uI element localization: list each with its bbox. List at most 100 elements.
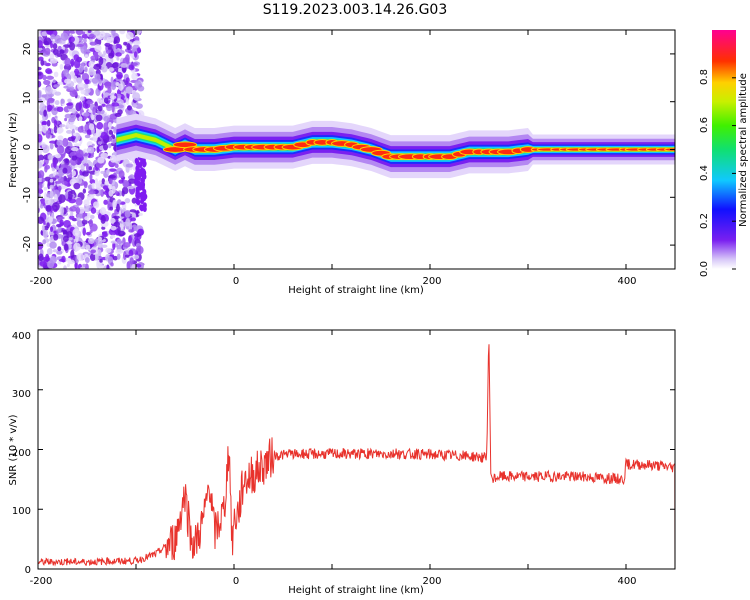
spectrogram-noise-blob xyxy=(71,146,79,152)
spectrogram-noise-blob xyxy=(100,215,106,224)
spectrogram-noise-blob xyxy=(69,215,75,220)
spectrogram-noise-blob xyxy=(67,259,75,265)
spectrogram-noise-blob xyxy=(74,262,78,269)
spectrogram-noise-blob xyxy=(68,243,72,249)
spectrogram-noise-blob xyxy=(38,146,43,156)
spectrogram-noise-blob xyxy=(46,75,54,80)
spectrogram-noise-blob xyxy=(97,141,103,145)
spectrogram-xlabel: Height of straight line (km) xyxy=(288,285,424,296)
spectrogram-noise-blob xyxy=(124,210,131,218)
spectrogram-noise-blob xyxy=(70,211,74,217)
spectrogram-noise-blob xyxy=(54,153,62,159)
spectrogram-noise-blob xyxy=(59,222,64,226)
snr-frame xyxy=(37,329,676,570)
spectrogram-noise-blob xyxy=(68,36,75,43)
spectrogram-noise-blob xyxy=(38,170,45,179)
spectrogram-noise-blob xyxy=(44,47,51,55)
spectrogram-noise-blob xyxy=(89,41,97,46)
spectrogram-ylabel: Frequency (Hz) xyxy=(8,112,19,188)
spectrogram-noise-blob xyxy=(112,241,116,251)
spectrogram-noise-blob xyxy=(72,228,80,237)
spectrogram-ytick: 20 xyxy=(22,43,33,56)
spectrogram-noise-blob xyxy=(84,257,90,264)
spectrogram-noise-blob xyxy=(103,115,110,122)
spectrogram-noise-blob xyxy=(122,242,131,248)
spectrogram-noise-blob xyxy=(54,100,60,106)
spectrogram-noise-blob xyxy=(114,43,123,50)
spectrogram-noise-blob xyxy=(57,216,65,220)
spectrogram-noise-blob xyxy=(119,30,126,35)
spectrogram-noise-blob xyxy=(131,264,137,269)
spectrogram-noise-blob xyxy=(76,252,85,261)
spectrogram-noise-blob xyxy=(57,246,62,252)
spectrogram-noise-blob xyxy=(125,31,134,40)
spectrogram-noise-blob xyxy=(86,88,91,94)
spectrogram-noise-blob xyxy=(108,129,113,135)
spectrogram-noise-blob xyxy=(104,180,110,186)
spectrogram-noise-blob xyxy=(53,194,58,203)
spectrogram-noise-blob xyxy=(80,44,88,54)
spectrogram-noise-blob xyxy=(87,237,95,245)
spectrogram-noise-blob xyxy=(56,139,64,147)
spectrogram-noise-blob xyxy=(61,73,65,79)
spectrogram-noise-blob xyxy=(99,264,105,269)
spectrogram-noise-blob xyxy=(49,226,54,232)
spectrogram-noise-blob xyxy=(62,137,69,147)
spectrogram-noise-blob xyxy=(110,240,117,244)
spectrogram-noise-blob xyxy=(78,116,83,122)
spectrogram-ytick: 0 xyxy=(22,144,33,150)
spectrogram-noise-blob xyxy=(75,113,80,118)
spectrogram-noise-blob xyxy=(135,160,140,167)
spectrogram-noise-blob xyxy=(92,133,98,143)
spectrogram-noise-blob xyxy=(41,225,45,232)
spectrogram-noise-blob xyxy=(54,180,62,184)
spectrogram-noise-blob xyxy=(98,56,104,66)
spectrogram-noise-blob xyxy=(127,105,133,111)
snr-ytick: 300 xyxy=(12,389,31,400)
spectrogram-noise-blob xyxy=(49,255,57,264)
colorbar-tick: 0.2 xyxy=(699,213,710,229)
spectrogram-noise-blob xyxy=(134,80,142,90)
spectrogram-noise-blob xyxy=(126,43,131,51)
spectrogram-noise-blob xyxy=(42,229,49,239)
spectrogram-noise-blob xyxy=(110,135,117,144)
spectrogram-noise-blob xyxy=(73,68,80,76)
spectrogram-noise-blob xyxy=(38,242,44,250)
spectrogram-noise-blob xyxy=(128,229,135,233)
spectrogram-noise-blob xyxy=(115,52,122,57)
spectrogram-noise-blob xyxy=(87,30,92,34)
spectrogram-noise-blob xyxy=(66,263,70,267)
spectrogram-noise-blob xyxy=(122,251,127,261)
spectrogram-noise-blob xyxy=(38,133,43,143)
spectrogram-noise-blob xyxy=(112,62,119,69)
spectrogram-noise-blob xyxy=(86,129,92,136)
spectrogram-noise-blob xyxy=(89,214,95,220)
snr-ytick: 200 xyxy=(12,448,31,459)
spectrogram-noise-blob xyxy=(69,42,76,51)
spectrogram-noise-blob xyxy=(57,81,64,85)
spectrogram-noise-blob xyxy=(41,144,50,154)
spectrogram-noise-blob xyxy=(42,239,47,245)
spectrogram-noise-blob xyxy=(141,181,146,188)
spectrogram-noise-blob xyxy=(97,249,102,256)
spectrogram-noise-blob xyxy=(118,104,125,109)
spectrogram-noise-blob xyxy=(84,78,90,85)
spectrogram-noise-blob xyxy=(108,177,113,185)
spectrogram-noise-blob xyxy=(101,231,108,237)
spectrogram-ridge-band xyxy=(116,124,675,168)
spectrogram-noise-blob xyxy=(54,175,60,179)
spectrogram-noise-blob xyxy=(96,122,104,130)
spectrogram-noise-blob xyxy=(112,199,117,209)
spectrogram-noise-blob xyxy=(94,44,102,53)
spectrogram-noise-blob xyxy=(63,243,69,251)
spectrogram-noise-blob xyxy=(102,185,109,190)
spectrogram-noise-blob xyxy=(111,102,120,107)
spectrogram-ytick: -20 xyxy=(22,236,33,252)
spectrogram-noise-blob xyxy=(82,188,87,194)
spectrogram-noise-blob xyxy=(130,217,137,222)
spectrogram-noise-blob xyxy=(67,136,76,142)
spectrogram-noise-blob xyxy=(116,203,120,213)
spectrogram-noise-blob xyxy=(80,96,85,102)
spectrogram-noise-blob xyxy=(95,246,99,255)
spectrogram-noise-blob xyxy=(38,80,42,88)
